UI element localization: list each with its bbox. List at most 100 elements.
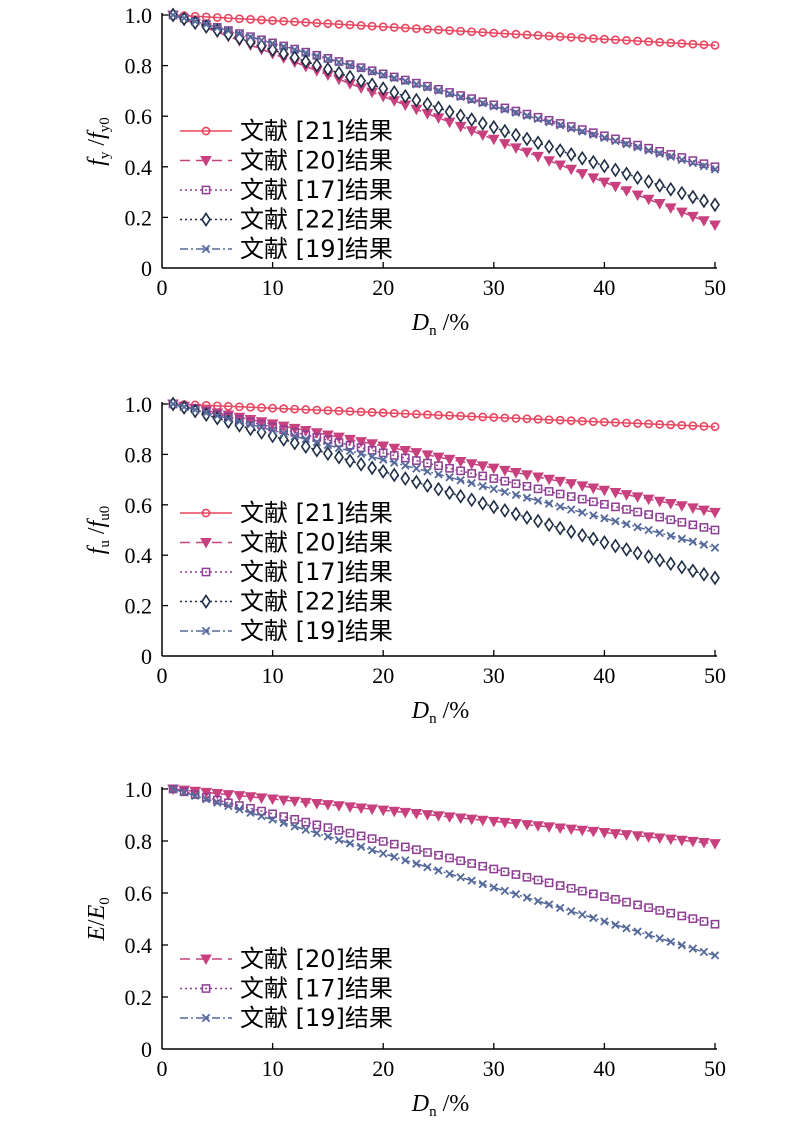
- data-point: [345, 453, 355, 469]
- data-point: [300, 54, 311, 69]
- data-point: [323, 440, 333, 450]
- data-point: [600, 917, 609, 926]
- data-point: [478, 97, 488, 107]
- data-point: [356, 407, 366, 417]
- data-point: [589, 511, 598, 520]
- data-point: [390, 852, 399, 862]
- data-point: [566, 907, 576, 916]
- data-point: [522, 111, 532, 121]
- data-point: [632, 545, 643, 561]
- data-point: [168, 10, 178, 20]
- data-point: [312, 828, 322, 838]
- data-point: [257, 15, 266, 25]
- data-point: [709, 220, 721, 232]
- data-point: [687, 836, 699, 848]
- data-point: [688, 158, 698, 168]
- data-point: [345, 61, 355, 70]
- data-point: [179, 402, 189, 412]
- data-point: [622, 137, 631, 147]
- data-point: [312, 820, 322, 830]
- data-point: [355, 803, 367, 814]
- data-point: [521, 147, 533, 159]
- data-point: [578, 508, 587, 517]
- data-point: [345, 446, 355, 456]
- data-point: [421, 450, 434, 461]
- data-point: [389, 22, 399, 32]
- data-point: [466, 112, 477, 127]
- data-point: [423, 467, 432, 476]
- data-point: [389, 451, 399, 460]
- data-point: [600, 34, 609, 44]
- data-point: [378, 463, 389, 479]
- data-point: [377, 805, 390, 817]
- data-point: [389, 839, 399, 849]
- y-tick-label: 0.4: [125, 543, 153, 568]
- data-point: [411, 24, 421, 34]
- y-tick-label: 1.0: [125, 3, 153, 28]
- data-point: [367, 460, 378, 476]
- data-point: [268, 16, 277, 25]
- data-point: [687, 503, 699, 514]
- data-point: [400, 23, 410, 33]
- data-point: [356, 449, 366, 459]
- legend-marker: [201, 984, 211, 993]
- data-point: [655, 149, 664, 158]
- data-point: [543, 156, 555, 167]
- data-point: [311, 57, 322, 73]
- data-point: [600, 417, 609, 427]
- data-point: [699, 947, 709, 957]
- data-point: [500, 487, 510, 497]
- x-tick-label: 30: [483, 663, 505, 688]
- data-point: [279, 429, 288, 438]
- data-point: [566, 416, 576, 426]
- data-point: [664, 203, 677, 214]
- data-point: [466, 492, 477, 508]
- data-point: [212, 13, 222, 22]
- data-point: [290, 17, 300, 27]
- data-point: [168, 399, 178, 409]
- data-point: [334, 58, 344, 67]
- data-point: [532, 151, 544, 163]
- data-point: [267, 42, 278, 58]
- data-point: [434, 86, 443, 95]
- data-point: [665, 181, 676, 197]
- data-point: [334, 835, 344, 845]
- data-point: [511, 29, 521, 39]
- data-point: [301, 825, 311, 834]
- series-17: [168, 784, 720, 929]
- data-point: [478, 98, 487, 108]
- data-point: [300, 439, 311, 455]
- data-point: [676, 559, 687, 575]
- data-point: [367, 407, 377, 417]
- data-point: [533, 496, 543, 505]
- data-point: [587, 483, 600, 495]
- data-point: [477, 115, 488, 131]
- data-point: [577, 33, 587, 43]
- x-axis-title: Dn /%: [411, 698, 470, 727]
- data-point: [224, 26, 233, 35]
- data-point: [399, 445, 412, 457]
- data-point: [290, 822, 299, 831]
- data-point: [310, 798, 323, 810]
- y-tick-label: 0: [141, 1037, 152, 1062]
- data-point: [499, 123, 510, 139]
- series-19: [168, 784, 720, 960]
- data-point: [301, 434, 311, 444]
- data-point: [423, 848, 432, 857]
- data-point: [434, 461, 443, 471]
- data-point: [334, 57, 344, 66]
- data-point: [600, 133, 609, 143]
- data-point: [544, 31, 554, 41]
- data-point: [422, 478, 433, 494]
- data-point: [565, 479, 578, 490]
- data-point: [443, 117, 456, 129]
- data-point: [378, 70, 388, 80]
- data-point: [522, 510, 532, 525]
- data-point: [454, 456, 467, 468]
- data-point: [611, 35, 620, 45]
- data-point: [323, 19, 333, 29]
- data-point: [698, 566, 709, 582]
- data-point: [443, 454, 456, 466]
- y-tick-label: 1.0: [125, 777, 153, 802]
- data-point: [312, 18, 322, 28]
